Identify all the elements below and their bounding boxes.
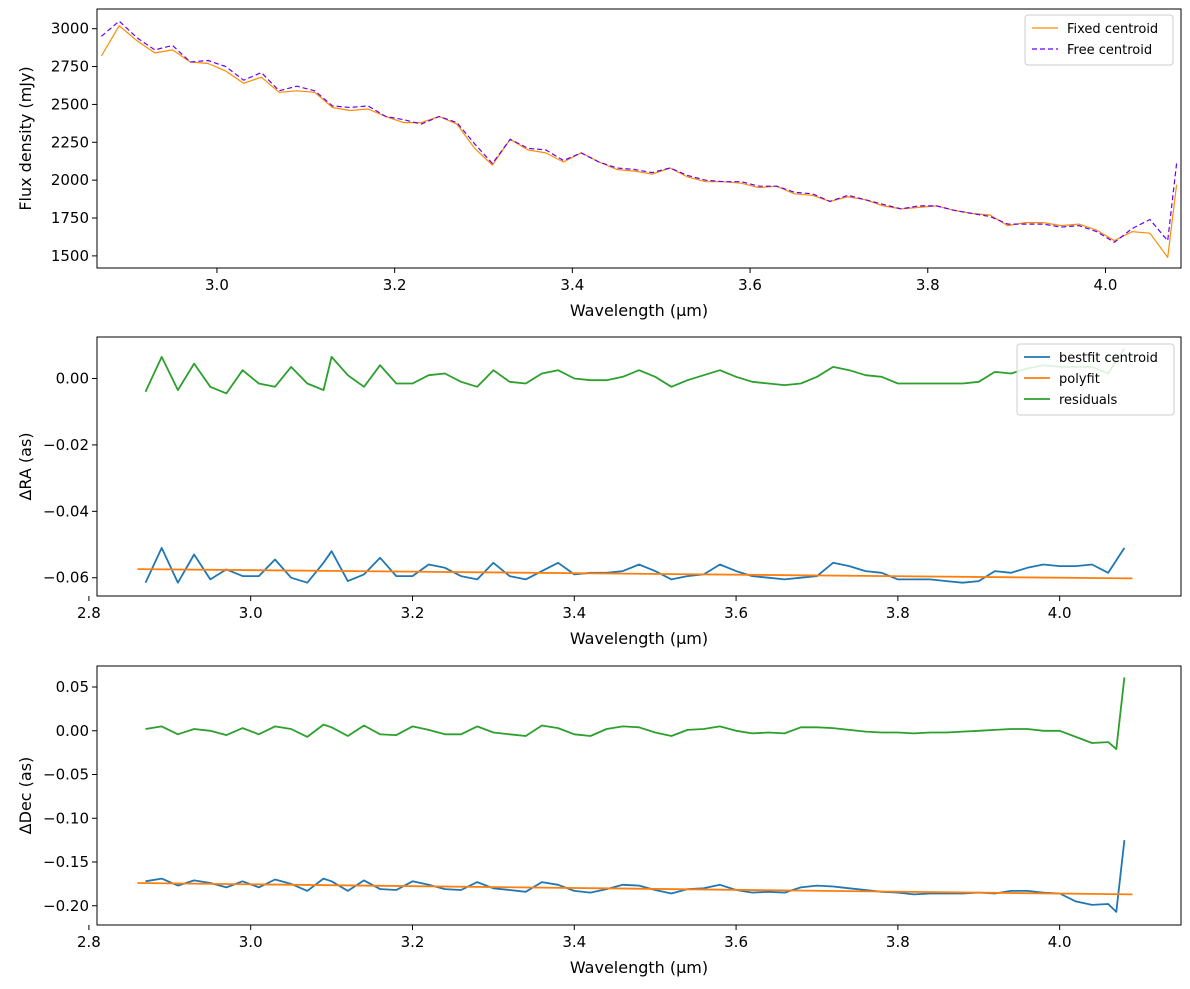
legend-label-polyfit: polyfit (1059, 372, 1100, 387)
delta-dec-x-axis-label: Wavelength (μm) (570, 958, 708, 977)
flux-y-axis-label: Flux density (mJy) (16, 66, 35, 210)
x-tick-label: 3.2 (401, 933, 425, 951)
delta-ra-ticks: 2.8 3.0 3.2 3.4 3.6 3.8 4.0 −0.06 −0.04 −0.02 0.00 (43, 370, 1072, 622)
delta-dec-y-axis-label: ΔDec (as) (16, 757, 35, 835)
legend-label-residuals: residuals (1059, 393, 1118, 408)
delta-ra-series-residuals (144, 348, 1126, 395)
x-tick-label: 2.8 (77, 604, 101, 622)
flux-axes-frame (96, 8, 1182, 269)
y-tick-label: −0.10 (43, 809, 89, 827)
y-tick-label: −0.02 (43, 436, 89, 454)
x-tick-label: 3.4 (562, 604, 586, 622)
x-tick-label: 3.4 (560, 276, 584, 294)
flux-plot-area (100, 20, 1178, 258)
y-tick-label: 1750 (51, 209, 89, 227)
x-tick-label: 2.8 (77, 933, 101, 951)
x-tick-label: 4.0 (1048, 933, 1072, 951)
y-tick-label: 2000 (51, 171, 89, 189)
y-tick-label: −0.06 (43, 569, 89, 587)
delta-dec-plot-area (137, 677, 1133, 913)
y-tick-label: −0.04 (43, 502, 89, 520)
delta-ra-panel: 2.8 3.0 3.2 3.4 3.6 3.8 4.0 −0.06 −0.04 −0.02 0.00… (16, 336, 1182, 648)
y-tick-label: −0.05 (43, 766, 89, 784)
flux-density-panel: 3.0 3.2 3.4 3.6 3.8 4.0 1500 1750 2000 2250 2500 27… (16, 8, 1182, 320)
x-tick-label: 3.6 (724, 933, 748, 951)
y-tick-label: 2500 (51, 95, 89, 113)
y-tick-label: −0.15 (43, 853, 89, 871)
x-tick-label: 3.2 (383, 276, 407, 294)
delta-dec-axes-frame (96, 665, 1182, 926)
x-tick-label: 3.4 (562, 933, 586, 951)
delta-ra-series-bestfit-centroid (144, 547, 1126, 584)
x-tick-label: 3.8 (886, 604, 910, 622)
flux-series-fixed-centroid (100, 25, 1178, 258)
x-tick-label: 3.0 (239, 604, 263, 622)
x-tick-label: 3.6 (738, 276, 762, 294)
x-tick-label: 4.0 (1094, 276, 1118, 294)
flux-series-free-centroid (101, 20, 1178, 243)
flux-ticks: 3.0 3.2 3.4 3.6 3.8 4.0 1500 1750 2000 2250 2500 27… (51, 20, 1118, 294)
y-tick-label: 2250 (51, 133, 89, 151)
x-tick-label: 3.8 (886, 933, 910, 951)
legend-label-bestfit-centroid: bestfit centroid (1059, 351, 1158, 366)
y-tick-label: 0.05 (56, 678, 89, 696)
delta-ra-y-axis-label: ΔRA (as) (16, 432, 35, 500)
delta-ra-series-polyfit (137, 568, 1133, 580)
x-tick-label: 3.6 (724, 604, 748, 622)
delta-ra-axes-frame (96, 336, 1182, 597)
legend-label-fixed-centroid: Fixed centroid (1067, 22, 1158, 37)
legend-label-free-centroid: Free centroid (1067, 43, 1152, 58)
y-tick-label: 0.00 (56, 370, 89, 388)
delta-ra-x-axis-label: Wavelength (μm) (570, 629, 708, 648)
x-tick-label: 4.0 (1048, 604, 1072, 622)
y-tick-label: 2750 (51, 58, 89, 76)
flux-legend-box (1024, 14, 1174, 66)
x-tick-label: 3.8 (916, 276, 940, 294)
delta-dec-panel: 2.8 3.0 3.2 3.4 3.6 3.8 4.0 −0.20 −0.15 −0.10 −0.0… (16, 665, 1182, 977)
y-tick-label: 3000 (51, 20, 89, 38)
flux-legend: Fixed centroid Free centroid (1024, 14, 1174, 66)
x-tick-label: 3.0 (205, 276, 229, 294)
x-tick-label: 3.0 (239, 933, 263, 951)
delta-ra-legend: bestfit centroid polyfit residuals (1016, 343, 1175, 416)
delta-ra-legend-box (1016, 343, 1175, 416)
delta-dec-ticks: 2.8 3.0 3.2 3.4 3.6 3.8 4.0 −0.20 −0.15 −0.10 −0.0… (43, 678, 1072, 951)
y-tick-label: −0.20 (43, 897, 89, 915)
flux-x-axis-label: Wavelength (μm) (570, 301, 708, 320)
delta-ra-plot-area (137, 348, 1133, 584)
y-tick-label: 0.00 (56, 722, 89, 740)
delta-dec-series-polyfit (137, 882, 1133, 896)
y-tick-label: 1500 (51, 247, 89, 265)
x-tick-label: 3.2 (401, 604, 425, 622)
delta-dec-series-residuals (145, 677, 1126, 750)
